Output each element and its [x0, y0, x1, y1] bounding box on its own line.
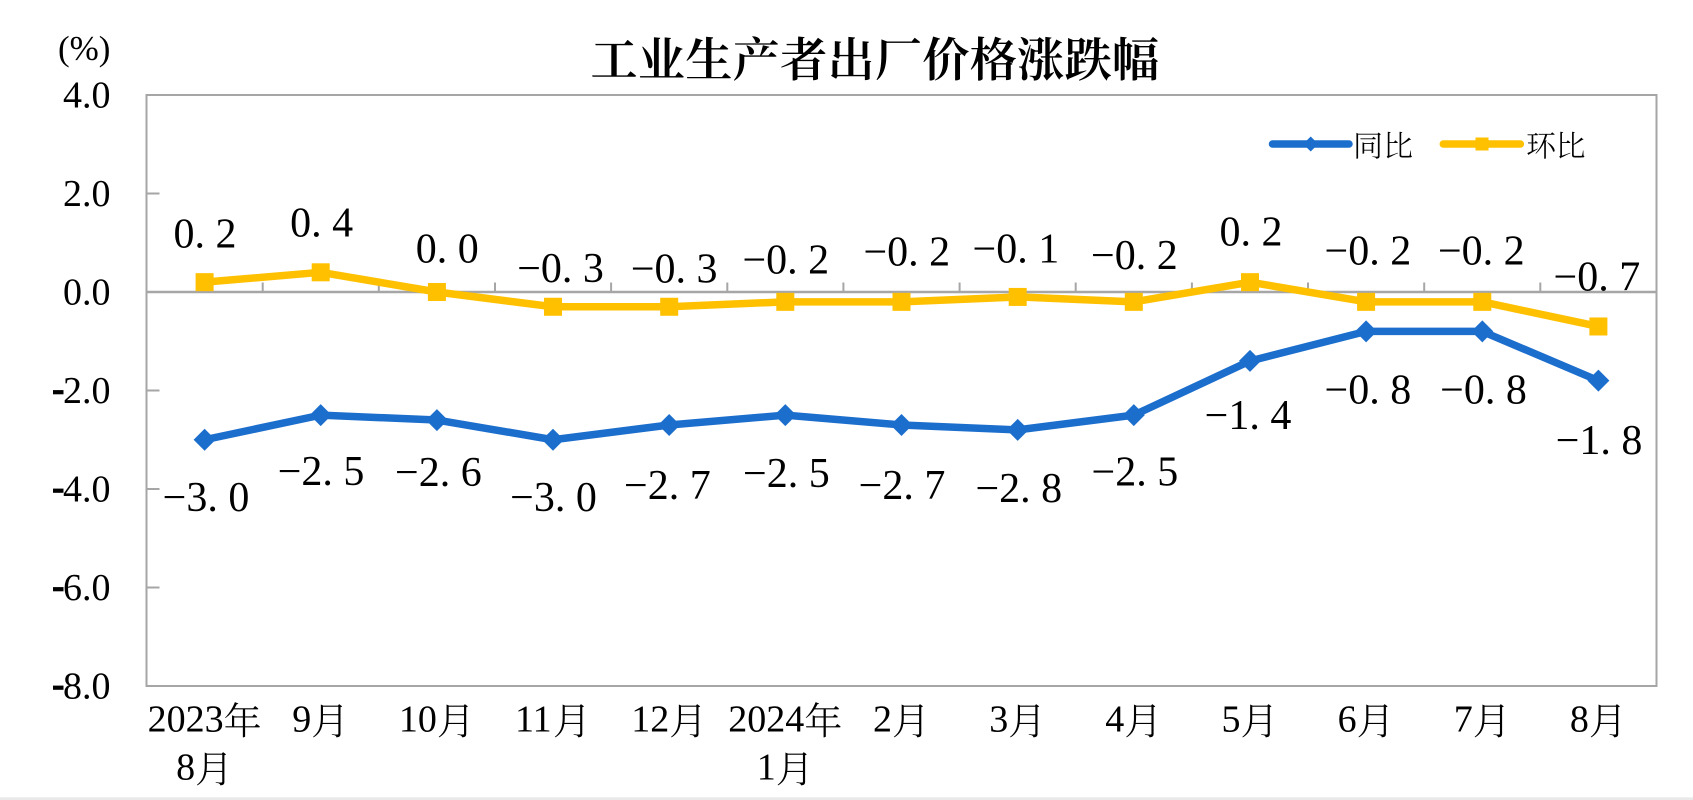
- svg-text:−2. 6: −2. 6: [395, 450, 482, 496]
- svg-text:−0. 2: −0. 2: [1438, 229, 1525, 275]
- svg-text:0.0: 0.0: [63, 272, 111, 314]
- svg-text:−2. 7: −2. 7: [624, 463, 711, 509]
- svg-text:−0. 2: −0. 2: [1325, 229, 1412, 275]
- svg-text:−0. 8: −0. 8: [1440, 367, 1527, 413]
- svg-text:2023: 2023: [148, 699, 224, 741]
- svg-text:9: 9: [292, 699, 311, 741]
- svg-text:8: 8: [176, 747, 195, 789]
- svg-text:6.0: 6.0: [63, 567, 111, 609]
- svg-text:−2. 7: −2. 7: [859, 463, 946, 509]
- svg-text:−2. 5: −2. 5: [278, 449, 365, 495]
- svg-text:4.0: 4.0: [63, 469, 111, 511]
- svg-text:−0. 3: −0. 3: [631, 247, 718, 293]
- svg-text:10: 10: [399, 699, 437, 741]
- svg-text:0. 2: 0. 2: [1220, 210, 1283, 256]
- svg-text:4: 4: [1105, 699, 1124, 741]
- svg-text:5: 5: [1222, 699, 1241, 741]
- svg-text:0. 4: 0. 4: [290, 201, 353, 247]
- svg-text:11: 11: [515, 699, 552, 741]
- svg-text:6: 6: [1338, 699, 1357, 741]
- svg-text:0. 0: 0. 0: [416, 226, 479, 272]
- svg-text:−2. 5: −2. 5: [743, 451, 830, 497]
- svg-text:3: 3: [989, 699, 1008, 741]
- svg-text:−0. 7: −0. 7: [1554, 254, 1641, 300]
- svg-text:−0. 2: −0. 2: [1091, 233, 1178, 279]
- svg-text:8.0: 8.0: [63, 666, 111, 708]
- svg-text:−0. 2: −0. 2: [863, 230, 950, 276]
- svg-text:−3. 0: −3. 0: [163, 475, 250, 521]
- svg-text:−3. 0: −3. 0: [510, 475, 597, 521]
- svg-text:2.0: 2.0: [63, 370, 111, 412]
- svg-text:12: 12: [631, 699, 669, 741]
- svg-text:(%): (%): [58, 29, 110, 68]
- svg-text:−0. 3: −0. 3: [517, 246, 604, 292]
- svg-text:2: 2: [873, 699, 892, 741]
- svg-text:−0. 1: −0. 1: [973, 226, 1060, 272]
- svg-text:2024: 2024: [728, 699, 804, 741]
- svg-text:2.0: 2.0: [63, 173, 111, 215]
- svg-text:−0. 8: −0. 8: [1325, 367, 1412, 413]
- svg-text:4.0: 4.0: [63, 75, 111, 117]
- svg-text:7: 7: [1454, 699, 1473, 741]
- svg-text:8: 8: [1570, 699, 1589, 741]
- svg-text:1: 1: [757, 747, 776, 789]
- svg-text:−2. 5: −2. 5: [1092, 449, 1179, 495]
- svg-text:−0. 2: −0. 2: [742, 238, 829, 284]
- svg-text:−1. 4: −1. 4: [1205, 393, 1292, 439]
- svg-text:−1. 8: −1. 8: [1556, 418, 1643, 464]
- svg-text:−2. 8: −2. 8: [975, 466, 1062, 512]
- svg-text:0. 2: 0. 2: [174, 212, 237, 258]
